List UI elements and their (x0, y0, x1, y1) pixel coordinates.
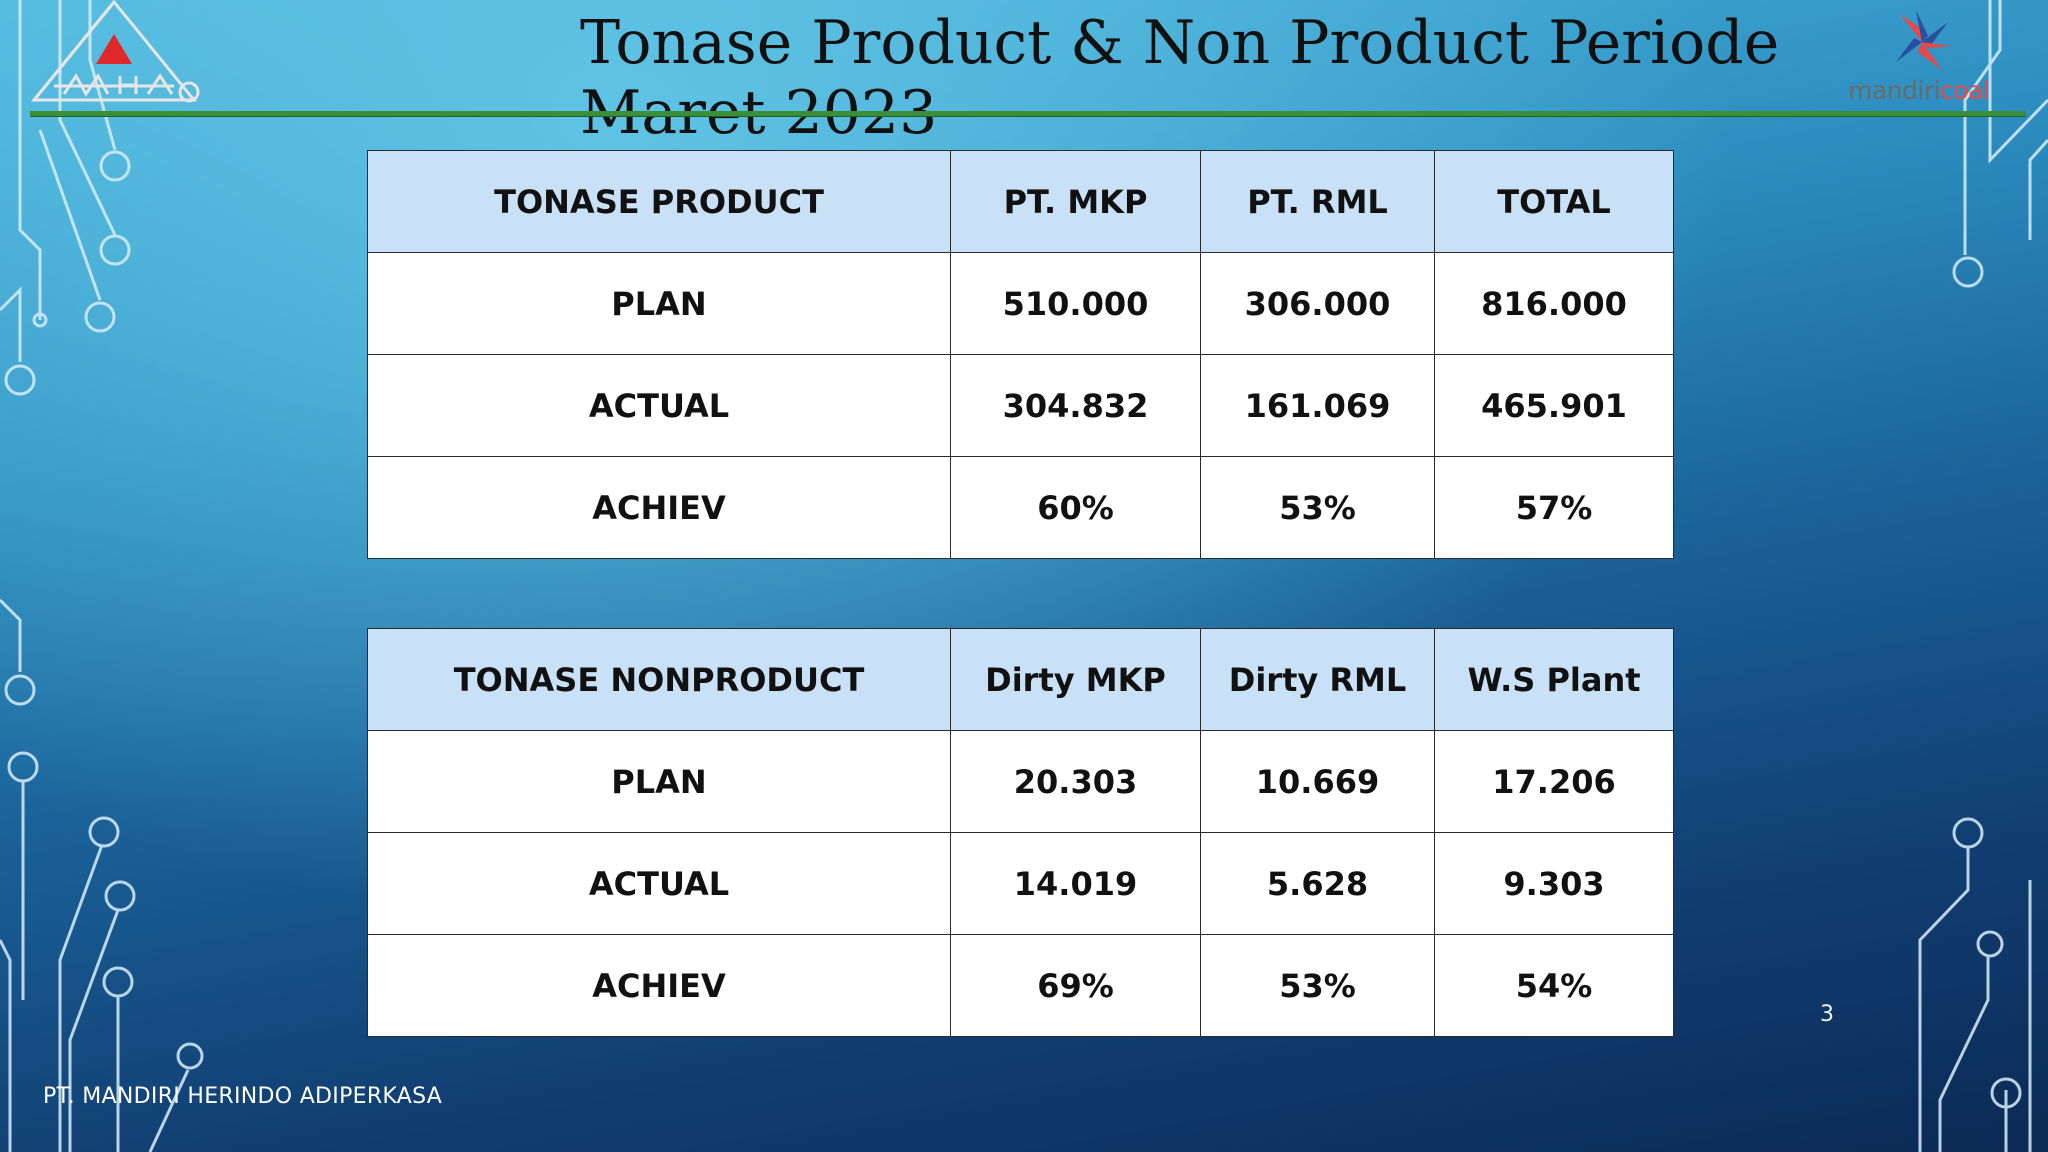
wordmark-part-coal: coal (1940, 76, 1990, 105)
table-cell: 816.000 (1434, 252, 1674, 355)
mandiricoal-star-icon (1896, 10, 1952, 70)
table-row: ACTUAL 14.019 5.628 9.303 (367, 832, 1674, 935)
table-cell: 54% (1434, 934, 1674, 1037)
table-cell: 9.303 (1434, 832, 1674, 935)
table-cell: 510.000 (950, 252, 1201, 355)
table-cell: 14.019 (950, 832, 1201, 935)
table-cell: 53% (1200, 456, 1435, 559)
table-cell: 53% (1200, 934, 1435, 1037)
footer-company-name: PT. MANDIRI HERINDO ADIPERKASA (43, 1084, 443, 1109)
row-label: ACTUAL (367, 832, 951, 935)
table-row: ACHIEV 69% 53% 54% (367, 934, 1674, 1037)
mandiricoal-logo: mandiricoal (1840, 6, 2010, 110)
header-cell: Dirty MKP (950, 628, 1201, 731)
table-cell: 5.628 (1200, 832, 1435, 935)
table-cell: 161.069 (1200, 354, 1435, 457)
row-label: PLAN (367, 252, 951, 355)
mha-logo (30, 0, 200, 103)
table-row: PLAN 510.000 306.000 816.000 (367, 252, 1674, 355)
table-cell: 20.303 (950, 730, 1201, 833)
header-cell: TONASE PRODUCT (367, 150, 951, 253)
row-label: PLAN (367, 730, 951, 833)
table-cell: 465.901 (1434, 354, 1674, 457)
table-cell: 60% (950, 456, 1201, 559)
product-tonnage-table: TONASE PRODUCT PT. MKP PT. RML TOTAL PLA… (367, 150, 1674, 559)
slide-title: Tonase Product & Non Product Periode Mar… (580, 8, 1780, 148)
header-cell: PT. MKP (950, 150, 1201, 253)
table-header-row: TONASE PRODUCT PT. MKP PT. RML TOTAL (367, 150, 1674, 253)
header-cell: TONASE NONPRODUCT (367, 628, 951, 731)
header-cell: W.S Plant (1434, 628, 1674, 731)
table-row: ACTUAL 304.832 161.069 465.901 (367, 354, 1674, 457)
table-cell: 69% (950, 934, 1201, 1037)
header-cell: TOTAL (1434, 150, 1674, 253)
title-divider (30, 111, 2026, 116)
mandiricoal-wordmark: mandiricoal (1848, 76, 1990, 105)
wordmark-part-mandiri: mandiri (1848, 76, 1941, 105)
row-label: ACHIEV (367, 934, 951, 1037)
table-cell: 304.832 (950, 354, 1201, 457)
table-cell: 57% (1434, 456, 1674, 559)
row-label: ACHIEV (367, 456, 951, 559)
header-cell: PT. RML (1200, 150, 1435, 253)
table-row: PLAN 20.303 10.669 17.206 (367, 730, 1674, 833)
page-number: 3 (1820, 1002, 1834, 1027)
table-cell: 17.206 (1434, 730, 1674, 833)
table-row: ACHIEV 60% 53% 57% (367, 456, 1674, 559)
table-cell: 306.000 (1200, 252, 1435, 355)
nonproduct-tonnage-table: TONASE NONPRODUCT Dirty MKP Dirty RML W.… (367, 628, 1674, 1037)
header-cell: Dirty RML (1200, 628, 1435, 731)
row-label: ACTUAL (367, 354, 951, 457)
table-header-row: TONASE NONPRODUCT Dirty MKP Dirty RML W.… (367, 628, 1674, 731)
table-cell: 10.669 (1200, 730, 1435, 833)
